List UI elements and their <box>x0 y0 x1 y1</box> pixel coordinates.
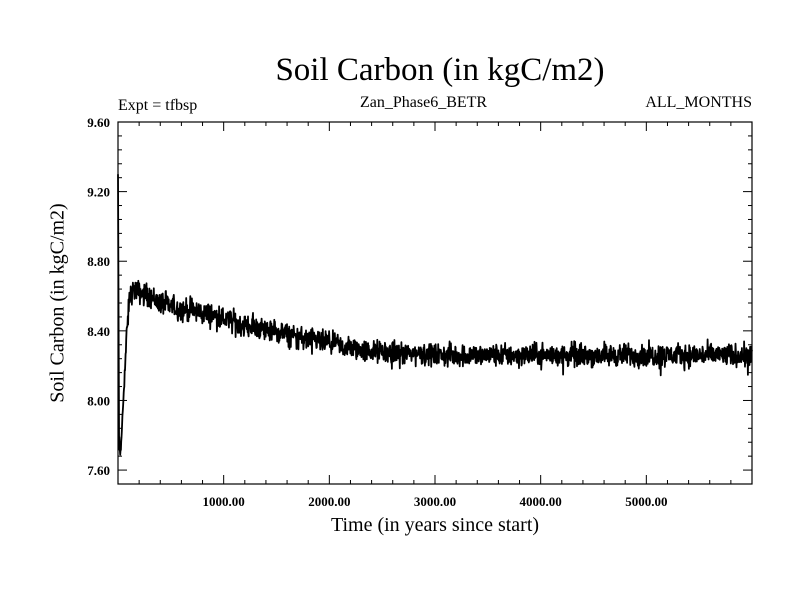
x-tick-label: 3000.00 <box>414 494 456 509</box>
y-tick-label: 9.20 <box>87 185 110 200</box>
y-tick-label: 8.80 <box>87 254 110 269</box>
plot-frame <box>117 121 753 485</box>
y-tick-label: 8.00 <box>87 393 110 408</box>
months-label: ALL_MONTHS <box>645 94 752 111</box>
y-tick-label: 9.60 <box>87 115 110 130</box>
axis-ticks <box>118 121 752 484</box>
x-axis-label: Time (in years since start) <box>330 514 540 536</box>
x-tick-label: 1000.00 <box>203 494 245 509</box>
y-tick-label: 8.40 <box>87 324 110 339</box>
x-tick-label: 5000.00 <box>625 494 667 509</box>
soil-carbon-series-line <box>117 174 753 456</box>
tick-labels: 1000.00 2000.00 3000.00 4000.00 5000.00 7.60 8… <box>87 115 667 509</box>
x-tick-label: 4000.00 <box>520 494 562 509</box>
x-tick-label: 2000.00 <box>308 494 350 509</box>
experiment-label: Expt = tfbsp <box>118 97 198 114</box>
case-label: Zan_Phase6_BETR <box>360 94 488 111</box>
y-tick-label: 7.60 <box>87 463 110 478</box>
chart-title: Soil Carbon (in kgC/m2) <box>275 52 605 88</box>
